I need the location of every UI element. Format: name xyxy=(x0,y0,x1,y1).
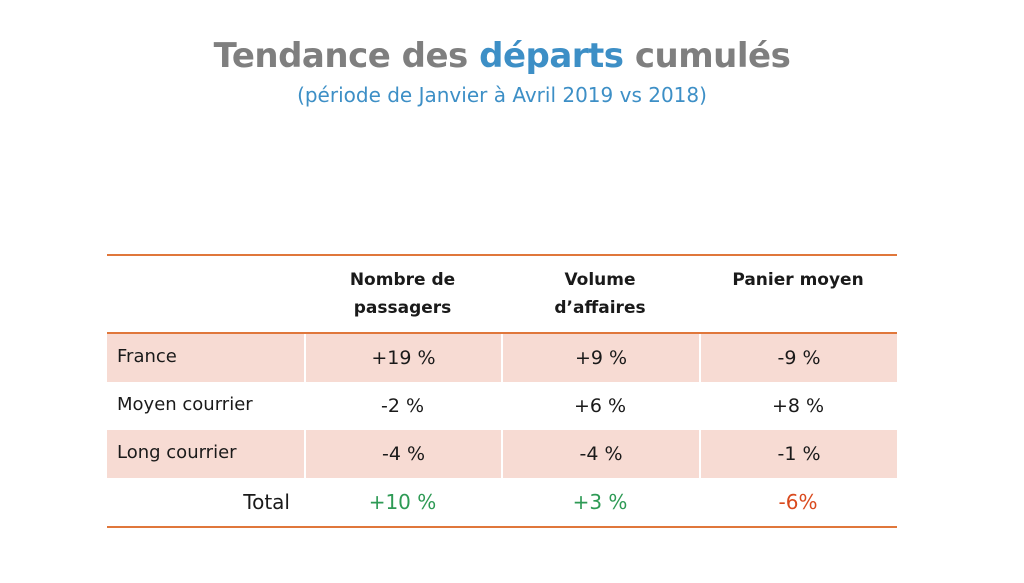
page-subtitle: (période de Janvier à Avril 2019 vs 2018… xyxy=(297,83,707,107)
total-label: Total xyxy=(243,490,290,514)
row-label: France xyxy=(107,334,304,382)
table-header-row: Nombre de passagers Volume d’affaires Pa… xyxy=(107,256,897,334)
table-cell: -1 % xyxy=(699,430,897,478)
title-highlight: départs xyxy=(479,36,624,76)
header-business-volume: Volume d’affaires xyxy=(501,256,699,332)
total-cell: +10 % xyxy=(368,490,437,514)
row-label: Long courrier xyxy=(107,430,304,478)
table-row: France +19 % +9 % -9 % xyxy=(107,334,897,382)
table-cell: -2 % xyxy=(380,395,425,417)
stats-table: Nombre de passagers Volume d’affaires Pa… xyxy=(107,254,897,528)
header-line: passagers xyxy=(353,298,452,318)
page-title: Tendance des départs cumulés xyxy=(0,36,1004,76)
title-part2: cumulés xyxy=(623,36,791,76)
header-empty xyxy=(107,256,304,332)
header-passengers: Nombre de passagers xyxy=(304,256,501,332)
header-line: Volume xyxy=(564,270,636,290)
header-line: d’affaires xyxy=(554,298,646,318)
header-line: Nombre de xyxy=(349,270,456,290)
title-part1: Tendance des xyxy=(213,36,480,76)
table-cell: -4 % xyxy=(304,430,501,478)
table-cell: -9 % xyxy=(699,334,897,382)
header-average-basket: Panier moyen xyxy=(699,256,897,332)
table-total-row: Total +10 % +3 % -6% xyxy=(107,478,897,526)
table-cell: -4 % xyxy=(501,430,699,478)
table-cell: +19 % xyxy=(304,334,501,382)
table-row: Long courrier -4 % -4 % -1 % xyxy=(107,430,897,478)
row-label: Moyen courrier xyxy=(117,394,253,415)
total-cell: -6% xyxy=(778,490,818,514)
header-line: Panier moyen xyxy=(732,270,864,290)
table-row: Moyen courrier -2 % +6 % +8 % xyxy=(107,382,897,430)
table-cell: +8 % xyxy=(771,395,825,417)
table-cell: +6 % xyxy=(573,395,627,417)
total-cell: +3 % xyxy=(572,490,628,514)
table-cell: +9 % xyxy=(501,334,699,382)
